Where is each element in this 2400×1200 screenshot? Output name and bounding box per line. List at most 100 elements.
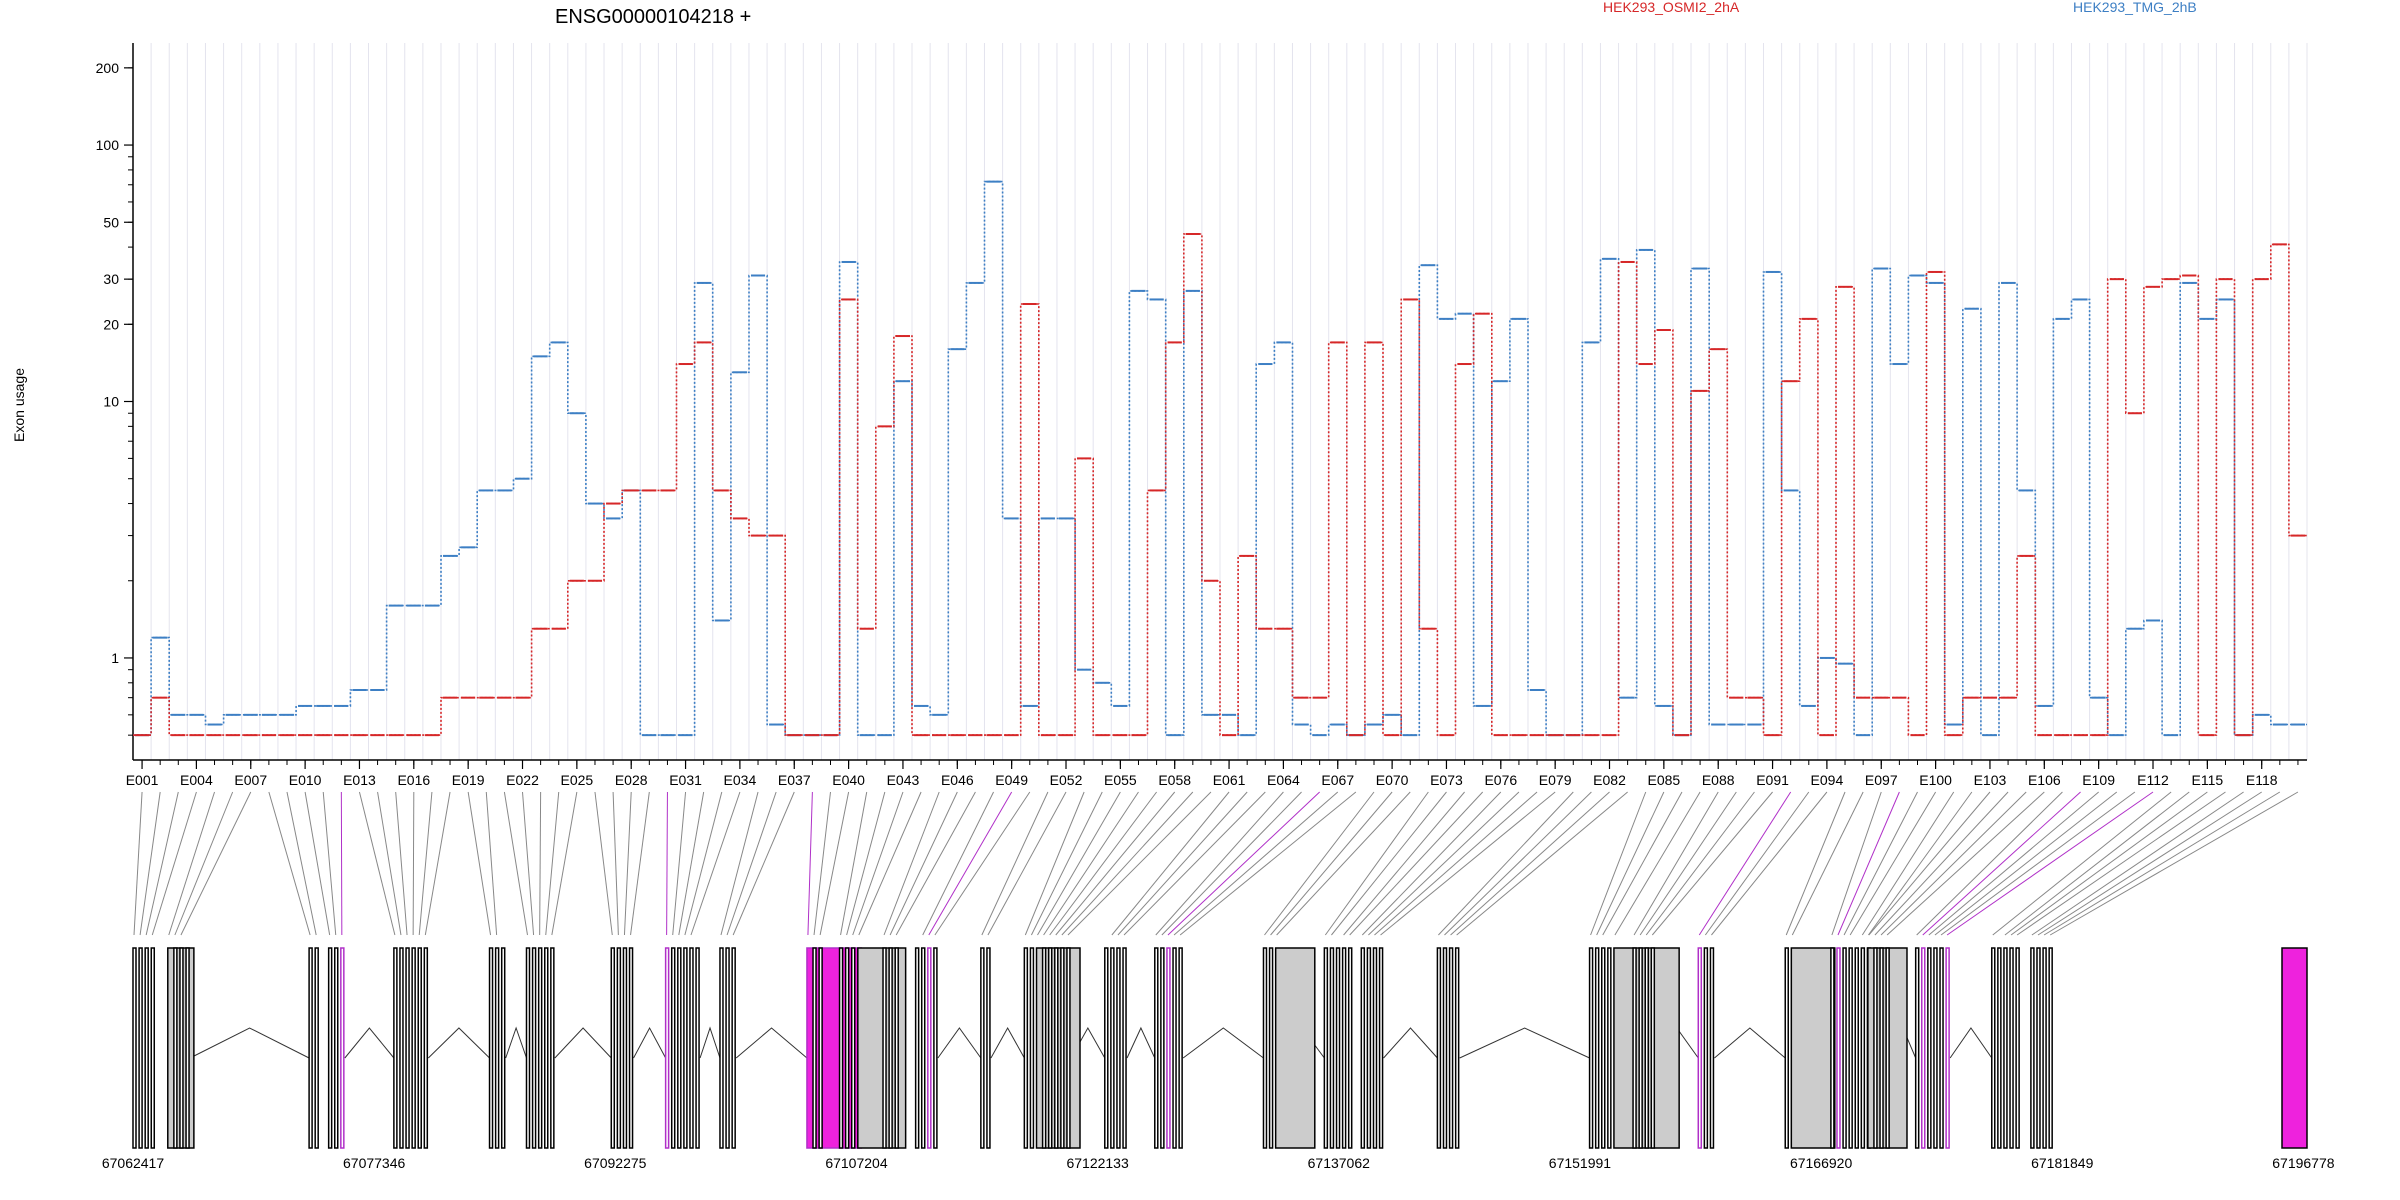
mapping-line (726, 791, 777, 936)
exon-box (1991, 947, 1996, 1149)
mapping-line (1596, 791, 1665, 936)
mapping-line (666, 791, 668, 936)
exon-box (1650, 947, 1656, 1149)
exon-box (1023, 947, 1029, 1149)
exon-box (308, 947, 313, 1149)
mapping-line (1380, 791, 1556, 936)
x-tick-label: E028 (615, 772, 648, 788)
x-tick-label: E025 (561, 772, 594, 788)
mapping-line (1861, 791, 1955, 936)
exon-box (683, 947, 688, 1149)
mapping-line (1111, 791, 1230, 936)
mapping-line (1343, 791, 1465, 936)
exon-box (695, 947, 700, 1149)
exon-box (1790, 947, 1836, 1149)
mapping-line (485, 791, 498, 936)
intron (699, 1026, 721, 1059)
mapping-line (151, 791, 197, 936)
mapping-line (1155, 791, 1284, 936)
x-tick-label: E058 (1158, 772, 1191, 788)
exon-box (537, 947, 543, 1149)
exon-box (1116, 947, 1121, 1149)
mapping-line (1886, 791, 2045, 936)
exon-box (173, 947, 178, 1149)
exon-box (986, 947, 991, 1149)
genomic-tick-label: 67137062 (1308, 1155, 1371, 1171)
x-tick-label: E013 (343, 772, 376, 788)
y-tick-label: 30 (103, 271, 119, 287)
exon-box (314, 947, 319, 1149)
mapping-line (1049, 791, 1157, 936)
x-tick-label: E007 (234, 772, 267, 788)
mapping-line (1874, 791, 2009, 936)
x-tick-label: E082 (1593, 772, 1626, 788)
exon-axis: E001 E004 E007 E010 E013 E016 E019 E022 E025 E028… (126, 759, 2307, 788)
mapping-line (412, 791, 415, 936)
exon-box (340, 947, 345, 1149)
mapping-line (322, 791, 337, 936)
mapping-line (858, 791, 922, 936)
y-tick-label: 100 (96, 137, 120, 153)
y-axis: 1 10 20 30 50 100 200 (96, 43, 134, 760)
series-osmi-line (133, 232, 2307, 737)
mapping-line (981, 791, 1049, 936)
exon-box (1945, 947, 1950, 1149)
exon-box (144, 947, 149, 1149)
mapping-line (545, 791, 560, 936)
mapping-line (395, 791, 408, 936)
exon-box (1341, 947, 1347, 1149)
exon-box (1933, 947, 1938, 1149)
x-tick-label: E046 (941, 772, 974, 788)
x-tick-label: E019 (452, 772, 485, 788)
intron (735, 1027, 808, 1059)
genomic-tick-label: 67181849 (2031, 1155, 2094, 1171)
exon-box (610, 947, 616, 1149)
mapping-line (720, 791, 759, 936)
exon-box (1366, 947, 1372, 1149)
exon-box (838, 947, 844, 1149)
y-axis-label: Exon usage (11, 368, 27, 442)
exon-box (417, 947, 422, 1149)
exon-box (1632, 947, 1637, 1149)
x-tick-label: E091 (1756, 772, 1789, 788)
exon-box (132, 947, 137, 1149)
intron (344, 1027, 395, 1059)
x-tick-label: E016 (397, 772, 430, 788)
intron (427, 1027, 490, 1059)
exon-box (1323, 947, 1329, 1149)
mapping-line (503, 791, 528, 936)
exon-box (1268, 947, 1274, 1149)
x-tick-label: E001 (126, 772, 159, 788)
mapping-line (304, 791, 331, 936)
mapping-line (1590, 791, 1647, 936)
mapping-line (2031, 791, 2244, 936)
exon-box (1047, 947, 1053, 1149)
x-tick-label: E115 (2192, 772, 2224, 788)
exon-box (1262, 947, 1268, 1149)
exon-box (488, 947, 494, 1149)
mapping-line (133, 791, 143, 936)
exon-box (138, 947, 143, 1149)
mapping-line (2043, 791, 2281, 936)
exon-box (2030, 947, 2035, 1149)
y-tick-label: 1 (111, 650, 119, 666)
x-tick-label: E106 (2028, 772, 2061, 788)
x-tick-label: E004 (180, 772, 213, 788)
exon-box (423, 947, 429, 1149)
exon-box (1060, 947, 1065, 1149)
genomic-tick-label: 67107204 (825, 1155, 888, 1171)
exon-box (393, 947, 398, 1149)
exon-box (731, 947, 736, 1149)
x-tick-label: E088 (1702, 772, 1735, 788)
mapping-line (145, 791, 179, 936)
mapping-line (358, 791, 396, 936)
intron (937, 1027, 982, 1059)
mapping-line (1123, 791, 1266, 936)
exon-box (689, 947, 694, 1149)
mapping-line (1037, 791, 1121, 936)
exon-box (894, 947, 899, 1149)
exon-box (2015, 947, 2020, 1149)
exon-box (1104, 947, 1109, 1149)
mapping-line (1602, 791, 1683, 936)
mapping-line (1161, 791, 1302, 936)
